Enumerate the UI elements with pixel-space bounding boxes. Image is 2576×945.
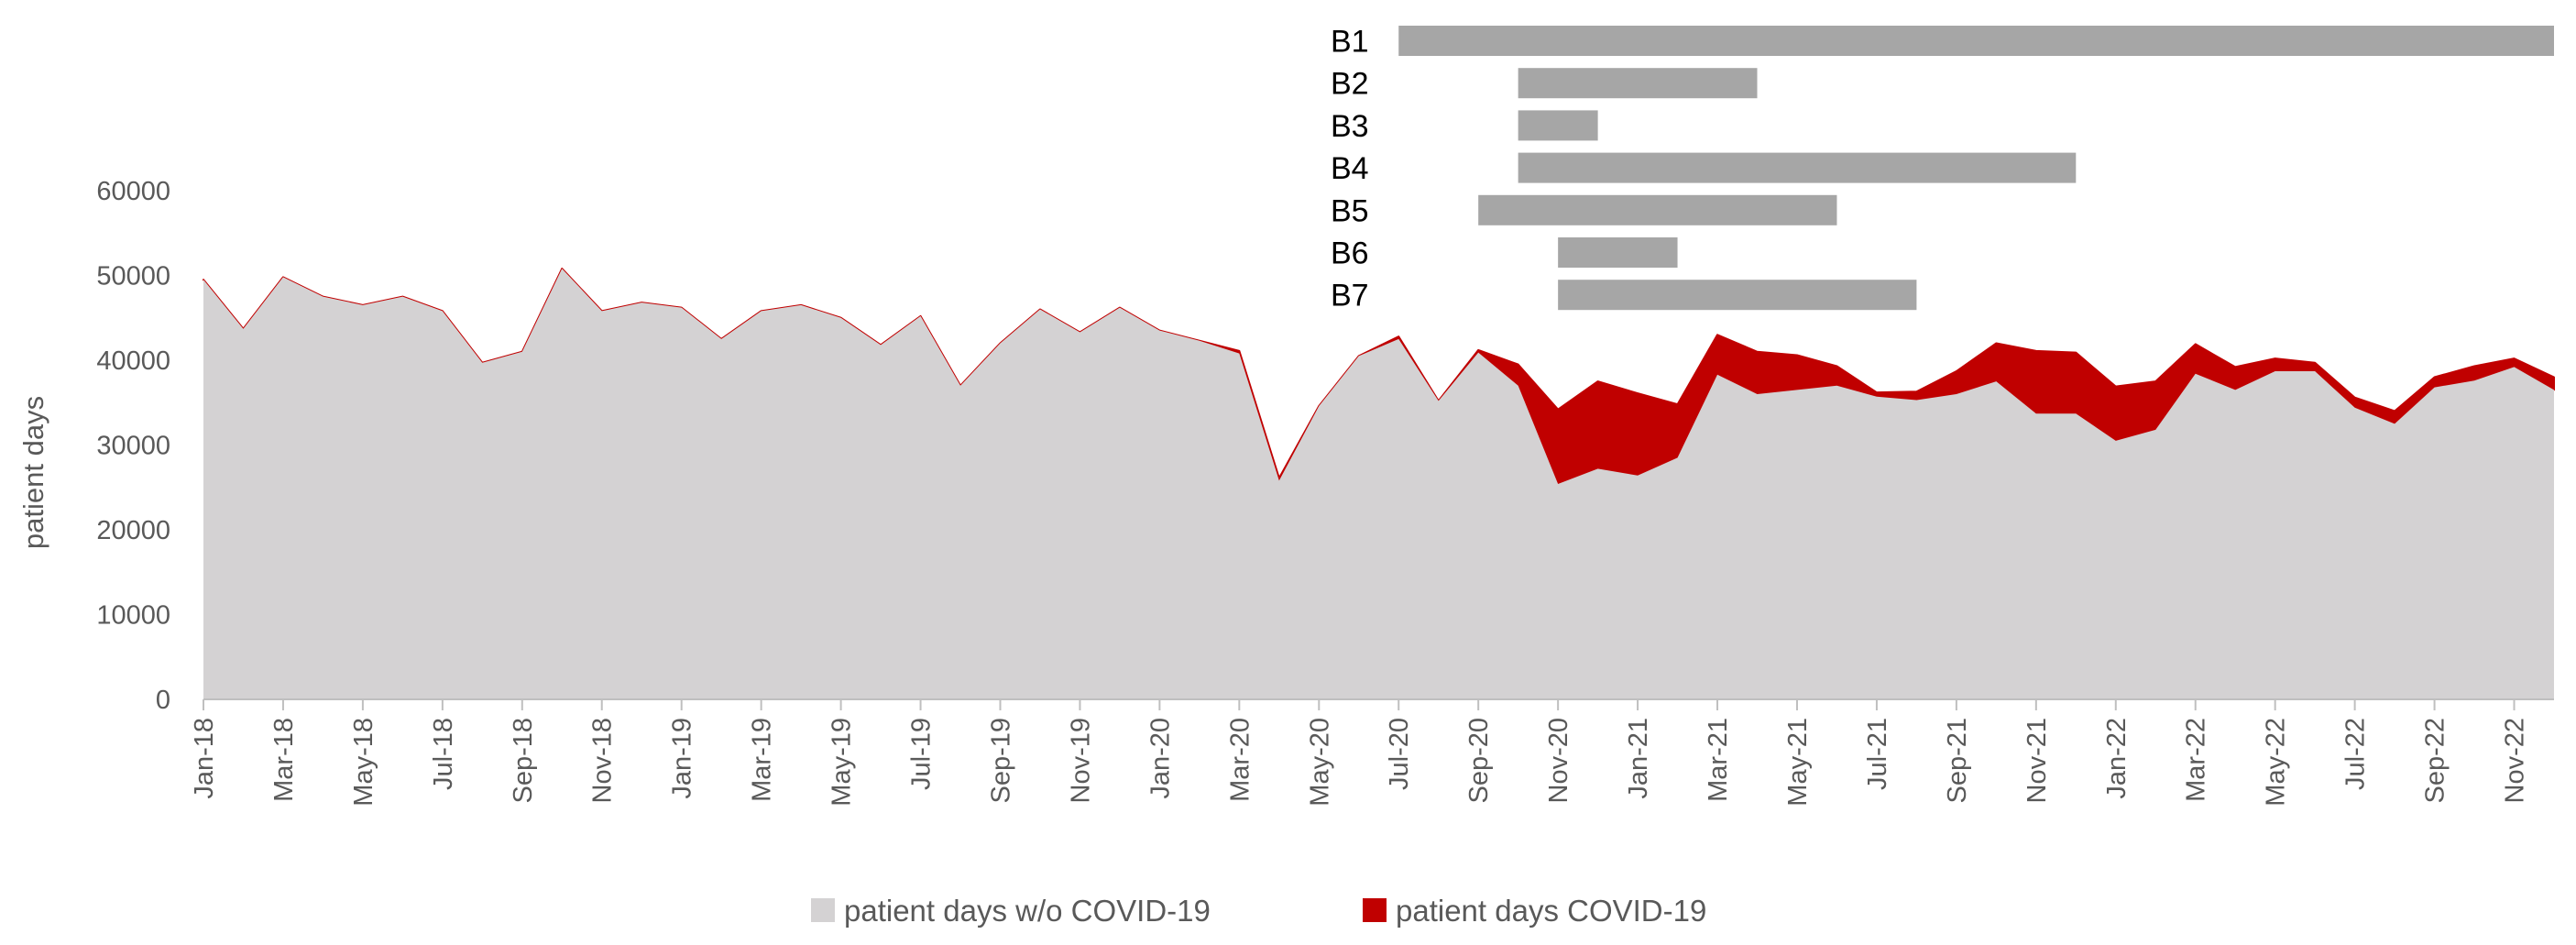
range-bar-label: B6 xyxy=(1331,236,1369,271)
y-tick-label: 30000 xyxy=(96,432,170,461)
range-bar-label: B5 xyxy=(1331,193,1369,228)
x-tick-label: Jan-20 xyxy=(1145,718,1175,799)
x-tick-label: Nov-18 xyxy=(588,718,618,804)
x-tick-label: Jan-21 xyxy=(1624,718,1653,799)
x-tick-label: Mar-20 xyxy=(1225,718,1255,802)
x-tick-label: Jan-22 xyxy=(2102,718,2132,799)
x-tick-label: Jan-18 xyxy=(190,718,219,799)
legend-swatch-covid xyxy=(1363,898,1387,922)
x-tick-label: Jul-20 xyxy=(1385,718,1414,790)
axes-layer: Jan-18 Mar-18 May-18 Jul-18 Sep-18 Nov-18 Jan-… xyxy=(17,177,2554,807)
x-tick-label: Sep-21 xyxy=(1943,718,1972,804)
range-bar-b2 xyxy=(1518,68,1758,99)
y-tick-label: 0 xyxy=(156,686,170,715)
y-tick-label: 50000 xyxy=(96,262,170,291)
range-bars-layer: B1 B2 B3 B4 B5 B6 B7 xyxy=(1331,25,2554,313)
range-bar-b1 xyxy=(1398,26,2554,56)
x-tick-label: Nov-22 xyxy=(2501,718,2530,804)
range-bar-label: B7 xyxy=(1331,279,1369,313)
range-bar-label: B2 xyxy=(1331,67,1369,102)
x-tick-label: Nov-20 xyxy=(1544,718,1573,804)
range-bar-label: B3 xyxy=(1331,109,1369,144)
x-tick-label: May-20 xyxy=(1305,718,1334,807)
x-tick-label: May-22 xyxy=(2262,718,2291,807)
legend: patient days w/o COVID-19 patient days CO… xyxy=(811,894,1706,928)
range-bar-b3 xyxy=(1518,110,1598,141)
x-tick-label: May-19 xyxy=(828,718,857,807)
range-bar-b6 xyxy=(1558,237,1678,268)
range-bar-b7 xyxy=(1558,280,1917,311)
legend-label-base: patient days w/o COVID-19 xyxy=(844,894,1211,928)
x-tick-label: Jan-19 xyxy=(668,718,697,799)
x-tick-label: Sep-20 xyxy=(1464,718,1494,804)
area-layer xyxy=(203,268,2555,699)
range-bar-label: B1 xyxy=(1331,25,1369,60)
y-tick-label: 10000 xyxy=(96,601,170,631)
x-tick-label: Mar-22 xyxy=(2182,718,2211,802)
legend-swatch-base xyxy=(811,898,835,922)
x-tick-label: Nov-21 xyxy=(2022,718,2052,804)
x-tick-label: Jul-21 xyxy=(1863,718,1892,790)
y-tick-label: 40000 xyxy=(96,346,170,376)
x-tick-label: May-21 xyxy=(1783,718,1813,807)
x-tick-label: Jul-19 xyxy=(907,718,937,790)
series-covid-area xyxy=(203,268,2555,486)
x-tick-label: Jul-18 xyxy=(429,718,458,790)
range-bar-label: B4 xyxy=(1331,151,1369,186)
x-tick-label: Sep-19 xyxy=(986,718,1015,804)
x-tick-label: May-18 xyxy=(349,718,378,807)
y-tick-label: 60000 xyxy=(96,177,170,206)
series-base-area xyxy=(203,269,2554,699)
x-tick-label: Sep-18 xyxy=(509,718,538,804)
x-tick-label: Jul-22 xyxy=(2341,718,2371,790)
x-tick-label: Nov-19 xyxy=(1066,718,1095,804)
range-bar-b5 xyxy=(1478,194,1837,225)
x-tick-label: Mar-19 xyxy=(748,718,777,802)
range-bar-b4 xyxy=(1518,152,2077,183)
y-axis-title: patient days xyxy=(17,396,49,549)
legend-label-covid: patient days COVID-19 xyxy=(1396,894,1706,928)
x-tick-label: Mar-21 xyxy=(1704,718,1733,802)
y-tick-label: 20000 xyxy=(96,516,170,545)
x-tick-label: Sep-22 xyxy=(2421,718,2450,804)
x-tick-label: Mar-18 xyxy=(269,718,299,802)
